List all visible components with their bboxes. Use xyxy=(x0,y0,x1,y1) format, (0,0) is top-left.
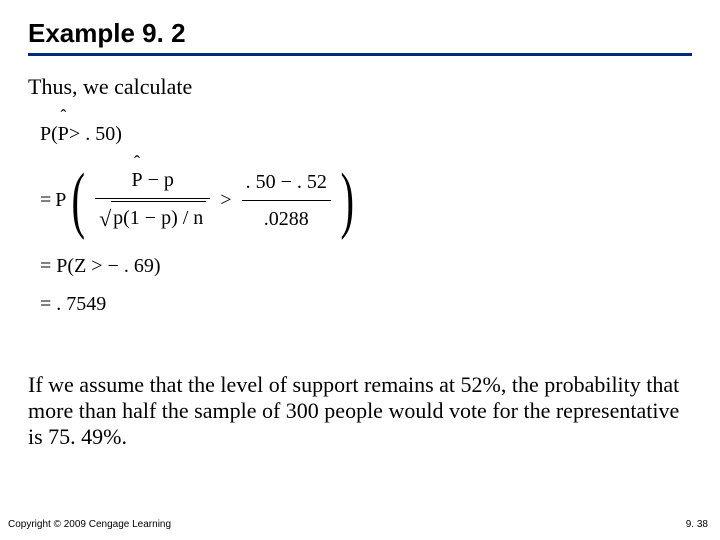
conclusion-text: If we assume that the level of support r… xyxy=(28,372,692,450)
math-P: P xyxy=(55,184,66,216)
math-line-2: = P ( ˆ P − p √ p( xyxy=(40,164,692,236)
open-paren: ( xyxy=(72,171,86,230)
intro-text: Thus, we calculate xyxy=(28,74,692,100)
p-hat: ˆ P xyxy=(131,164,142,196)
paren-group: ( ˆ P − p √ p(1 − p) / n xyxy=(66,164,359,236)
radicand: p(1 − p) / n xyxy=(111,201,206,236)
math-text: − p xyxy=(148,169,174,191)
p-hat: ˆ P xyxy=(58,118,69,150)
math-line-3: = P(Z > − . 69) xyxy=(40,250,692,282)
math-text: > . 50) xyxy=(69,118,122,150)
fraction-denominator: √ p(1 − p) / n xyxy=(95,201,210,236)
rhs-fraction: . 50 − . 52 .0288 xyxy=(242,166,331,235)
page-number: 9. 38 xyxy=(686,519,708,530)
math-line-4: = . 7549 xyxy=(40,288,692,320)
math-block: P( ˆ P > . 50) = P ( ˆ P − p xyxy=(40,118,692,320)
math-text: P( xyxy=(40,118,58,150)
math-text: = P(Z > − . 69) xyxy=(40,250,161,282)
lhs-fraction: ˆ P − p √ p(1 − p) / n xyxy=(95,164,210,236)
math-text: = . 7549 xyxy=(40,288,106,320)
fraction-bar xyxy=(242,200,331,201)
fraction-denominator: .0288 xyxy=(260,203,313,235)
sqrt: √ p(1 − p) / n xyxy=(99,201,206,236)
p-hat-letter: P xyxy=(58,123,69,145)
math-line-1: P( ˆ P > . 50) xyxy=(40,118,692,150)
copyright-text: Copyright © 2009 Cengage Learning xyxy=(8,519,171,530)
fraction-bar xyxy=(95,198,210,199)
slide-title: Example 9. 2 xyxy=(28,18,692,56)
p-hat-letter: P xyxy=(131,169,142,191)
slide-container: Example 9. 2 Thus, we calculate P( ˆ P >… xyxy=(0,0,720,540)
fraction-numerator: ˆ P − p xyxy=(127,164,177,196)
gt-sign: > xyxy=(220,184,231,216)
close-paren: ) xyxy=(340,171,354,230)
equals-sign: = xyxy=(40,184,51,216)
fraction-numerator: . 50 − . 52 xyxy=(242,166,331,198)
radical-sign: √ xyxy=(99,201,111,236)
